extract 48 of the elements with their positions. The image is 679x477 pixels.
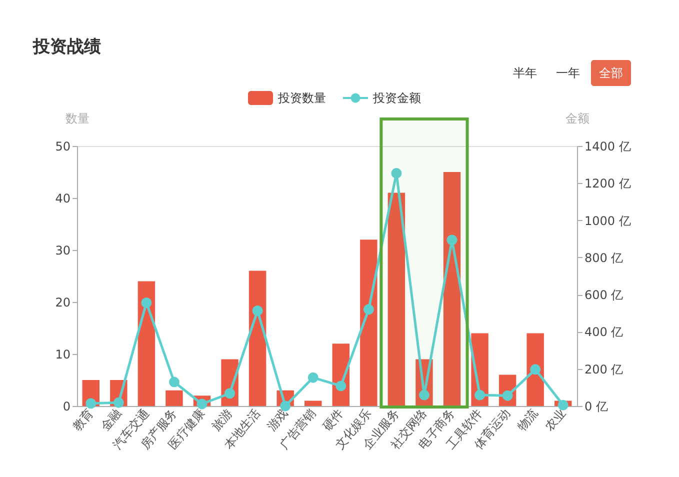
y-tick-label: 50 <box>55 140 70 154</box>
text: 一年 <box>556 66 580 80</box>
point <box>308 372 318 383</box>
y-axis-title: 数量 <box>66 112 90 126</box>
text: 半年 <box>513 66 537 80</box>
point <box>558 400 568 410</box>
bar <box>166 390 183 406</box>
bar <box>443 172 461 406</box>
point <box>474 390 486 400</box>
point <box>391 168 402 179</box>
y-tick-label: 20 <box>55 296 70 310</box>
bar <box>304 400 322 406</box>
point <box>252 305 263 316</box>
point <box>224 388 236 399</box>
y2-axis-title: 金额 <box>566 112 590 126</box>
text: 全部 <box>599 66 623 80</box>
point <box>336 380 346 392</box>
bar <box>138 281 156 406</box>
y2-tick-label: 1400 亿 <box>584 140 631 154</box>
y-tick-label: 30 <box>55 244 70 258</box>
x-tick-label: 教育 <box>70 406 96 434</box>
point <box>363 304 374 315</box>
y2-tick-label: 400 亿 <box>584 325 624 340</box>
y2-tick-label: 800 亿 <box>584 250 624 265</box>
legend-label: 投资数量 <box>277 91 326 105</box>
bar <box>248 270 266 406</box>
y2-tick-label: 1000 亿 <box>584 214 631 228</box>
y2-tick-label: 0 亿 <box>584 400 608 414</box>
chart-title: 投资战绩 <box>32 37 101 57</box>
point <box>446 234 458 246</box>
y2-tick-label: 600 亿 <box>584 288 624 302</box>
point <box>196 398 208 410</box>
point <box>113 397 124 408</box>
y-tick-label: 40 <box>55 192 70 206</box>
y-tick-label: 10 <box>55 348 70 362</box>
x-tick-label: 农业 <box>542 406 568 434</box>
point <box>86 398 96 409</box>
point <box>168 376 180 388</box>
x-tick-label: 物流 <box>514 406 541 434</box>
bar <box>360 240 378 406</box>
point <box>530 364 541 375</box>
bar <box>388 192 406 406</box>
point <box>418 390 430 400</box>
legend-label: 投资金额 <box>372 91 421 105</box>
y2-tick-label: 1200 亿 <box>584 176 631 191</box>
y2-tick-label: 200 亿 <box>584 362 624 376</box>
y-tick-label: 0 <box>62 400 70 414</box>
point <box>141 298 152 308</box>
